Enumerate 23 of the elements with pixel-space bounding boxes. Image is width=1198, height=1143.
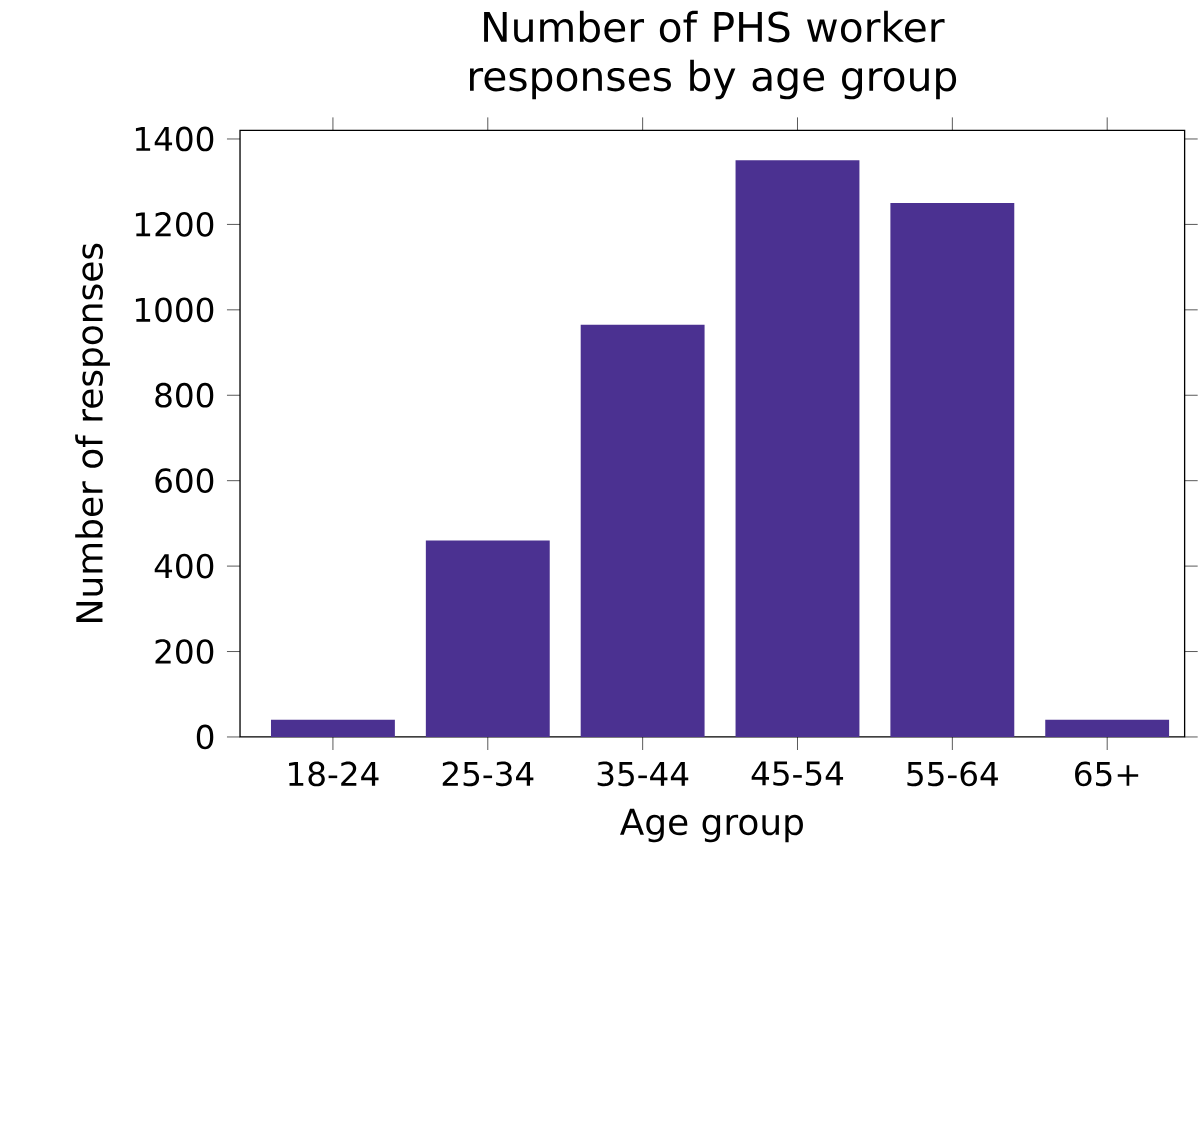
y-tick-label: 600 [155, 468, 214, 494]
x-tick-label: 55-64 [907, 761, 998, 787]
bar [890, 203, 1015, 738]
y-tick-label: 200 [155, 639, 214, 665]
x-tick-label: 18-24 [289, 761, 379, 787]
bar [735, 160, 860, 738]
chart-title: Number of PHS worker responses by age group [470, 10, 957, 100]
x-tick-label: 45-54 [751, 761, 844, 786]
x-axis-title: Age group [620, 808, 803, 843]
bar [270, 720, 395, 738]
y-tick-label: 0 [196, 724, 214, 750]
bar [425, 540, 550, 738]
x-tick-label: 65+ [1075, 761, 1139, 787]
y-tick-label: 1200 [135, 212, 214, 237]
bar [580, 324, 705, 738]
bar [1045, 720, 1170, 738]
x-tick-label: 25-34 [442, 761, 534, 787]
y-tick-label: 400 [154, 553, 214, 579]
y-tick-label: 1400 [135, 126, 214, 152]
x-tick-label: 35-44 [597, 761, 689, 787]
y-tick-label: 1000 [135, 297, 214, 323]
y-axis-title: Number of responses [75, 243, 110, 623]
y-tick-label: 800 [155, 383, 214, 408]
